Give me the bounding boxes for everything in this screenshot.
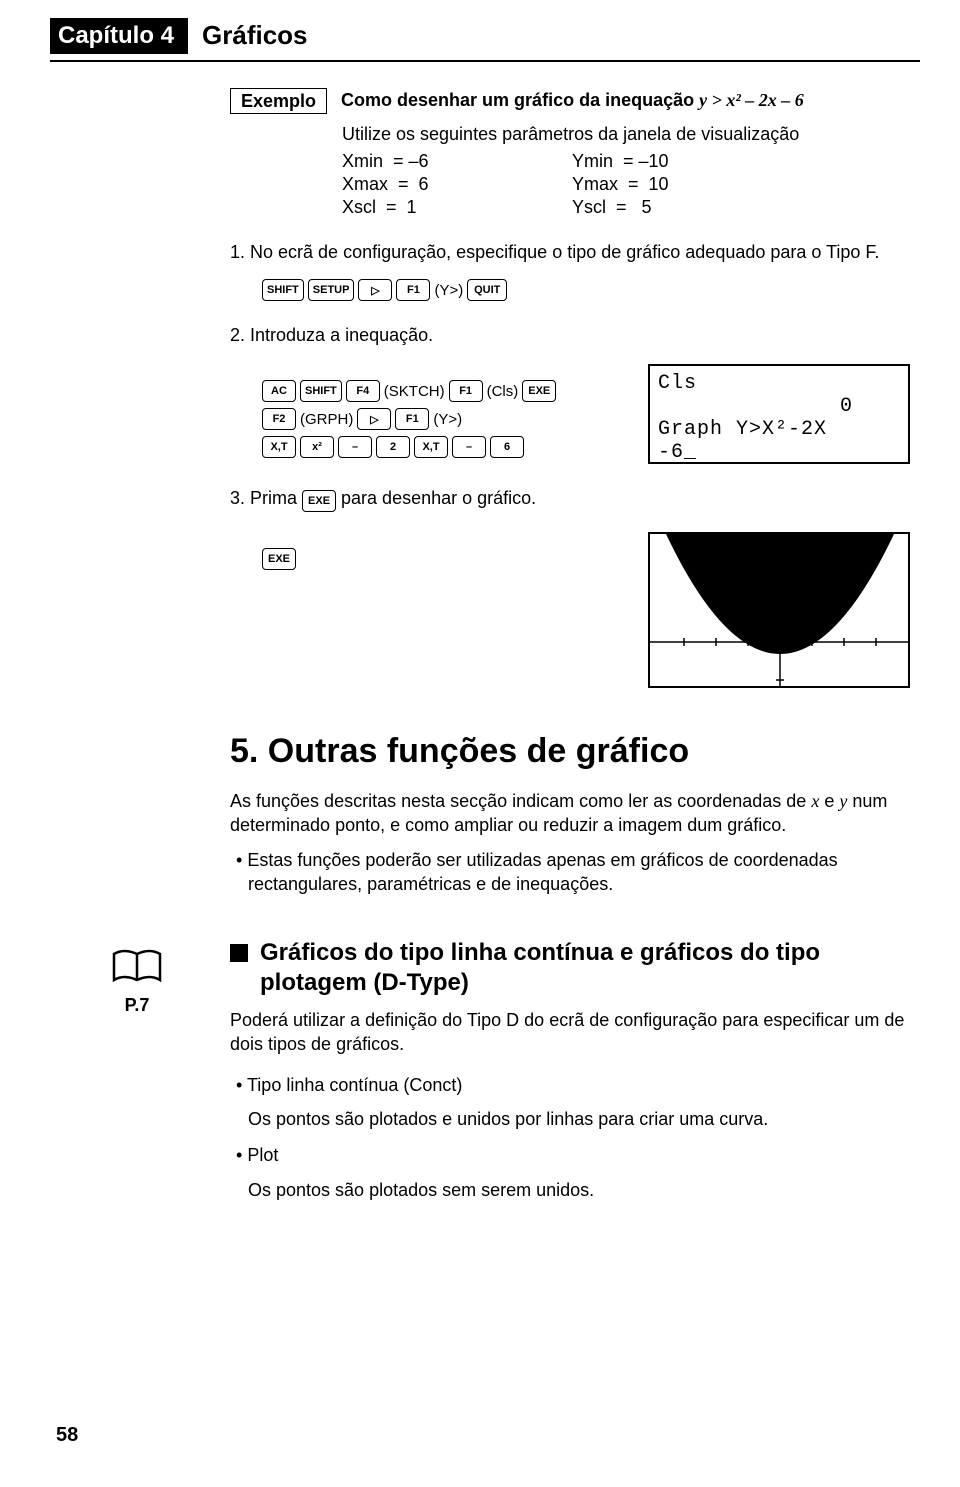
example-label: Exemplo xyxy=(230,88,327,114)
example-formula: y > x² – 2x – 6 xyxy=(699,90,804,110)
s5-p1b: e xyxy=(819,791,839,811)
book-icon xyxy=(110,946,164,986)
step-3-keys: EXE xyxy=(262,548,620,570)
label-cls: (Cls) xyxy=(487,383,519,400)
lcd-graph xyxy=(648,532,910,688)
key-exe: EXE xyxy=(262,548,296,570)
page-number: 58 xyxy=(56,1424,78,1447)
param-xmax: Xmax = 6 xyxy=(342,174,572,195)
params-grid: Xmin = –6 Ymin = –10 Xmax = 6 Ymax = 10 … xyxy=(342,151,910,218)
step-1: 1. No ecrã de configuração, especifique … xyxy=(230,242,910,263)
step-2-keys-1: AC SHIFT F4 (SKTCH) F1 (Cls) EXE xyxy=(262,380,620,402)
key-xt: X,T xyxy=(262,436,296,458)
key-exe: EXE xyxy=(522,380,556,402)
label-y: (Y>) xyxy=(434,282,463,299)
key-f2: F2 xyxy=(262,408,296,430)
example-description: Como desenhar um gráfico da inequação y … xyxy=(341,88,804,114)
lcd-screen-1: Cls 0 Graph Y>X²-2X -6_ xyxy=(648,364,910,464)
key-xt: X,T xyxy=(414,436,448,458)
param-xscl: Xscl = 1 xyxy=(342,197,572,218)
key-minus: – xyxy=(338,436,372,458)
key-right: ▷ xyxy=(357,408,391,430)
section5-bullet1: • Estas funções poderão ser utilizadas a… xyxy=(230,848,910,897)
key-x2: x² xyxy=(300,436,334,458)
lcd-line4: -6_ xyxy=(658,441,697,464)
sub-bullet1-text: Os pontos são plotados e unidos por linh… xyxy=(248,1107,910,1131)
key-ac: AC xyxy=(262,380,296,402)
param-ymin: Ymin = –10 xyxy=(572,151,802,172)
section5-p1: As funções descritas nesta secção indica… xyxy=(230,789,910,838)
chapter-badge: Capítulo 4 xyxy=(50,18,188,54)
step-1-keys: SHIFT SETUP ▷ F1 (Y>) QUIT xyxy=(262,279,910,301)
key-shift: SHIFT xyxy=(262,279,304,301)
params-intro: Utilize os seguintes parâmetros da janel… xyxy=(342,124,910,145)
param-xmin: Xmin = –6 xyxy=(342,151,572,172)
chapter-title: Gráficos xyxy=(202,20,308,51)
param-yscl: Yscl = 5 xyxy=(572,197,802,218)
key-f1: F1 xyxy=(449,380,483,402)
example-desc-text: Como desenhar um gráfico da inequação xyxy=(341,90,699,110)
s5-b1: Estas funções poderão ser utilizadas ape… xyxy=(247,850,837,894)
sb1: Tipo linha contínua (Conct) xyxy=(247,1075,462,1095)
step-2: 2. Introduza a inequação. xyxy=(230,325,910,346)
key-shift: SHIFT xyxy=(300,380,342,402)
key-2: 2 xyxy=(376,436,410,458)
step3-post: para desenhar o gráfico. xyxy=(336,488,536,508)
sb2: Plot xyxy=(247,1145,278,1165)
page-reference: P.7 xyxy=(110,946,164,1016)
sub-bullet2: • Plot xyxy=(230,1143,910,1167)
lcd-line2: 0 xyxy=(658,395,853,418)
key-f4: F4 xyxy=(346,380,380,402)
ref-label: P.7 xyxy=(110,995,164,1016)
label-grph: (GRPH) xyxy=(300,411,353,428)
key-minus: – xyxy=(452,436,486,458)
param-ymax: Ymax = 10 xyxy=(572,174,802,195)
key-quit: QUIT xyxy=(467,279,507,301)
step3-pre: 3. Prima xyxy=(230,488,302,508)
s5-p1a: As funções descritas nesta secção indica… xyxy=(230,791,811,811)
square-bullet-icon xyxy=(230,944,248,962)
key-6: 6 xyxy=(490,436,524,458)
sub-bullet2-text: Os pontos são plotados sem serem unidos. xyxy=(248,1178,910,1202)
subsection-title: Gráficos do tipo linha contínua e gráfic… xyxy=(260,938,910,998)
label-y: (Y>) xyxy=(433,411,462,428)
step-2-keys-3: X,T x² – 2 X,T – 6 xyxy=(262,436,620,458)
section5-title: 5. Outras funções de gráfico xyxy=(230,732,910,771)
lcd-line3: Graph Y>X²-2X xyxy=(658,418,827,441)
key-right: ▷ xyxy=(358,279,392,301)
key-setup: SETUP xyxy=(308,279,355,301)
key-exe: EXE xyxy=(302,490,336,512)
step-3: 3. Prima EXE para desenhar o gráfico. xyxy=(230,488,910,512)
key-f1: F1 xyxy=(396,279,430,301)
key-f1: F1 xyxy=(395,408,429,430)
step-2-keys-2: F2 (GRPH) ▷ F1 (Y>) xyxy=(262,408,620,430)
sub-bullet1: • Tipo linha contínua (Conct) xyxy=(230,1073,910,1097)
lcd-line1: Cls xyxy=(658,372,697,395)
label-sktch: (SKTCH) xyxy=(384,383,445,400)
subsection-p1: Poderá utilizar a definição do Tipo D do… xyxy=(230,1008,910,1057)
